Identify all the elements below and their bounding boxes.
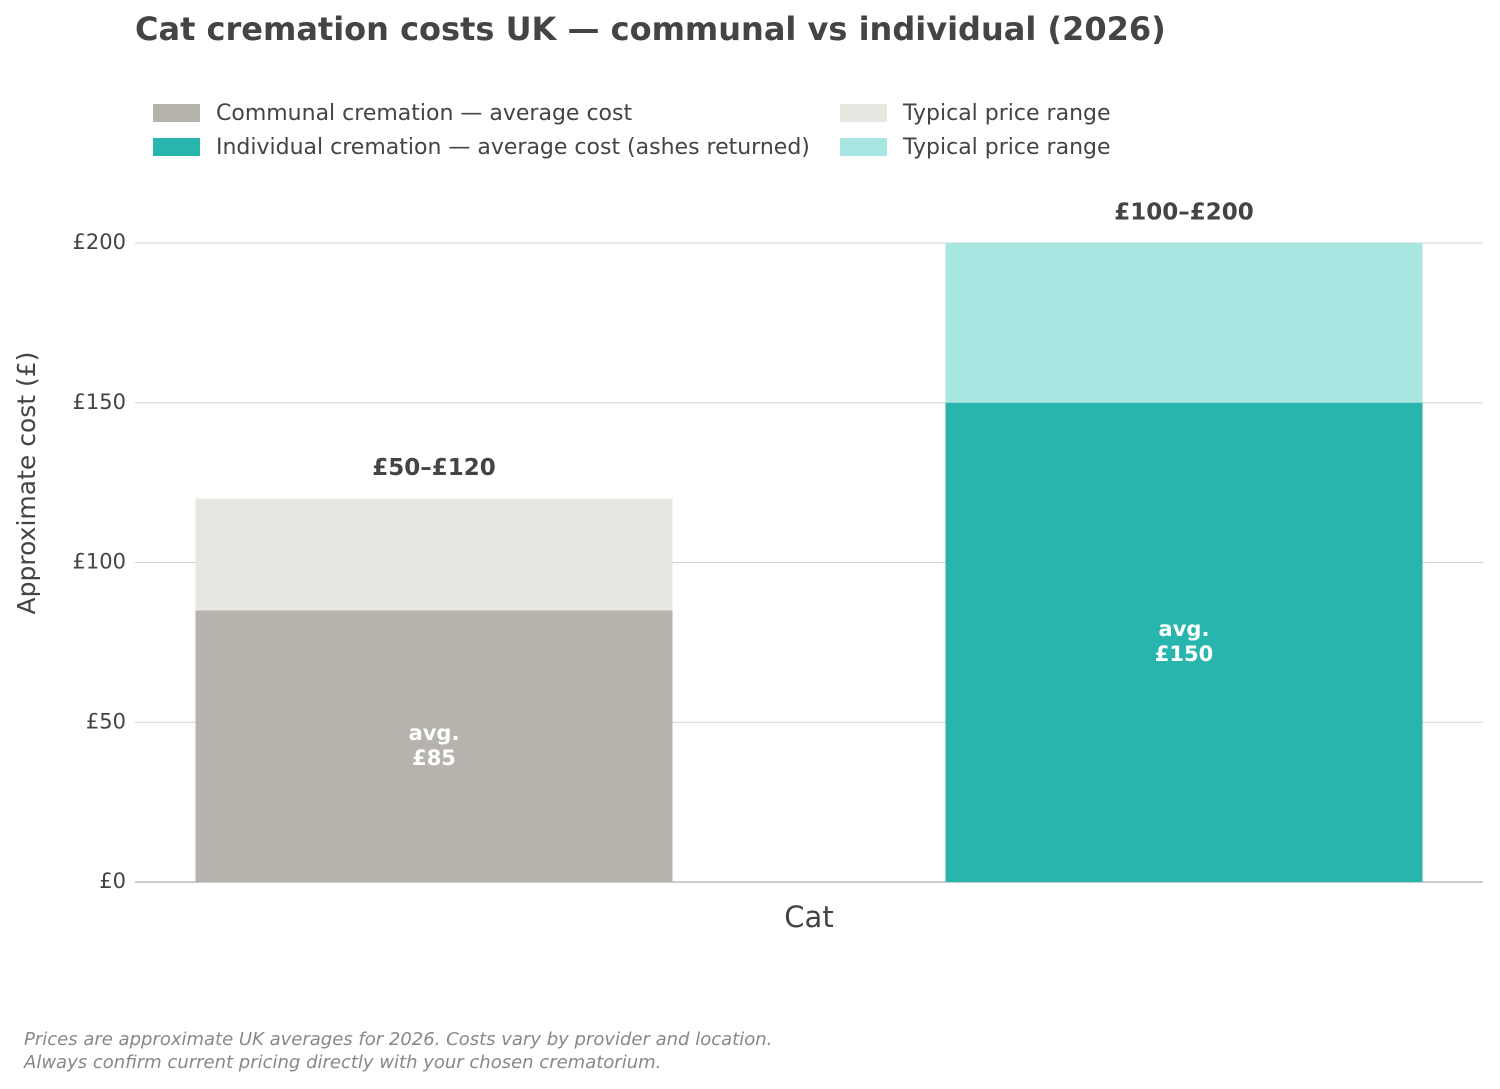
chart-title: Cat cremation costs UK — communal vs ind… [135,10,1166,48]
bar-segment [195,498,673,611]
range-label: £50–£120 [372,455,496,481]
y-tick-label: £50 [86,709,126,733]
legend-label: Typical price range [902,135,1111,160]
y-axis-label: Approximate cost (£) [12,352,41,615]
legend-swatch [840,104,887,122]
legend-label: Communal cremation — average cost [216,101,632,126]
y-tick-label: £100 [73,550,126,574]
legend-swatch [840,138,887,156]
legend-swatch [153,104,200,122]
bar-segment [945,243,1423,403]
y-tick-label: £0 [99,869,126,893]
legend-label: Typical price range [902,101,1111,126]
y-tick-label: £200 [73,230,126,254]
y-tick-label: £150 [73,390,126,414]
x-tick-label: Cat [784,900,833,934]
legend-swatch [153,138,200,156]
legend-label: Individual cremation — average cost (ash… [216,135,810,160]
value-label: avg. £150 [1154,617,1214,667]
bar-segment [195,610,673,882]
range-label: £100–£200 [1114,200,1254,226]
bar-segment [945,402,1423,882]
footnote: Always confirm current pricing directly … [24,1052,662,1073]
footnote: Prices are approximate UK averages for 2… [24,1029,773,1050]
value-label: avg. £85 [408,721,460,771]
